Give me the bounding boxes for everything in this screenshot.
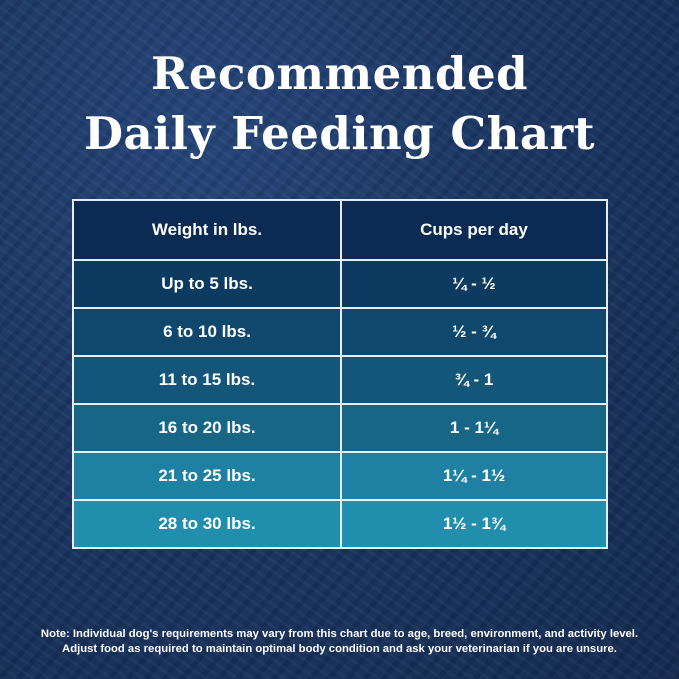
table-row: 11 to 15 lbs. ¾ - 1 (72, 355, 608, 405)
weight-cell: 28 to 30 lbs. (72, 499, 342, 549)
table-row: 6 to 10 lbs. ½ - ¾ (72, 307, 608, 357)
note-line-1: Note: Individual dog's requirements may … (40, 628, 639, 640)
title-line-2: Daily Feeding Chart (83, 107, 596, 160)
feeding-table: Weight in lbs. Cups per day Up to 5 lbs.… (72, 199, 608, 549)
weight-cell: 16 to 20 lbs. (72, 403, 342, 453)
title-line-1: Recommended (150, 47, 529, 100)
cups-cell: ¾ - 1 (340, 355, 608, 405)
weight-cell: 21 to 25 lbs. (72, 451, 342, 501)
cups-cell: ¼ - ½ (340, 259, 608, 309)
page-title: Recommended Daily Feeding Chart (0, 44, 679, 164)
header-cups: Cups per day (340, 199, 608, 261)
weight-cell: 6 to 10 lbs. (72, 307, 342, 357)
cups-cell: 1 - 1¼ (340, 403, 608, 453)
table-row: 28 to 30 lbs. 1½ - 1¾ (72, 499, 608, 549)
cups-cell: ½ - ¾ (340, 307, 608, 357)
table-row: 21 to 25 lbs. 1¼ - 1½ (72, 451, 608, 501)
cups-cell: 1¼ - 1½ (340, 451, 608, 501)
header-weight: Weight in lbs. (72, 199, 342, 261)
cups-cell: 1½ - 1¾ (340, 499, 608, 549)
weight-cell: 11 to 15 lbs. (72, 355, 342, 405)
weight-cell: Up to 5 lbs. (72, 259, 342, 309)
disclaimer-note: Note: Individual dog's requirements may … (0, 627, 679, 657)
note-line-2: Adjust food as required to maintain opti… (62, 643, 617, 655)
table-header-row: Weight in lbs. Cups per day (72, 199, 608, 261)
table-row: 16 to 20 lbs. 1 - 1¼ (72, 403, 608, 453)
table-row: Up to 5 lbs. ¼ - ½ (72, 259, 608, 309)
